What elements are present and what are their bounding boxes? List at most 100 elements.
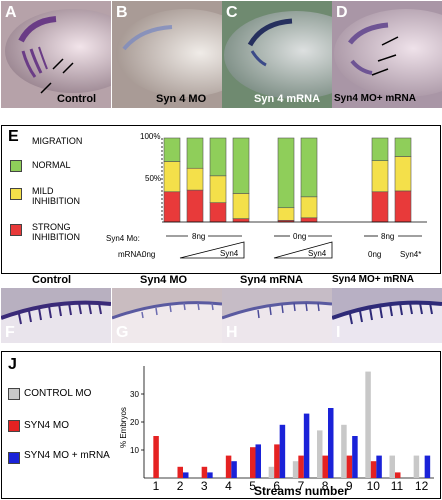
panel-letter-h: H	[226, 324, 238, 341]
panel-letter-b: B	[116, 4, 128, 21]
j-bar-s3-10	[376, 455, 382, 478]
g3-mrna-left: 0ng	[368, 250, 381, 259]
embryo-photo-i	[332, 288, 442, 343]
panel-d: D Syn4 MO+ mRNA	[332, 1, 442, 108]
g1-mrna-triangle	[179, 241, 245, 259]
j-bar-s2-11	[395, 472, 401, 478]
panel-c: C Syn 4 mRNA	[222, 1, 332, 108]
panel-letter-c: C	[226, 4, 238, 21]
panel-letter-d: D	[336, 4, 348, 21]
j-bar-s3-7	[303, 413, 310, 478]
legend-swatch-control-mo	[8, 388, 20, 400]
stacked-bar-chart-e: 100% 50% Syn4 Mo: mRNA: 8ng 0ng Syn4 0ng…	[106, 132, 427, 259]
e-bar-strong-g1-4	[232, 218, 250, 223]
e-bar-normal-g2-1	[277, 137, 295, 209]
panel-letter-e: E	[8, 128, 19, 145]
legend-label-mild: MILD INHIBITION	[32, 186, 81, 206]
panel-letter-g: G	[116, 324, 129, 341]
embryo-photo-h	[222, 288, 332, 343]
panel-letter-f: F	[5, 324, 15, 341]
e-bar-mild-g1-1	[163, 161, 181, 193]
e-bar-strong-g1-1	[163, 191, 181, 223]
j-bar-s1-9	[341, 424, 347, 478]
x-tick-label-7: 7	[298, 479, 305, 493]
x-tick-label-11: 11	[391, 479, 404, 493]
embryo-photo-a	[1, 1, 111, 108]
x-tick-label-12: 12	[415, 479, 429, 493]
x-tick-label-4: 4	[225, 479, 232, 493]
e-bar-normal-g2-2	[300, 137, 318, 198]
j-bar-s2-4	[225, 455, 232, 478]
e-bar-normal-g3-2	[394, 137, 412, 157]
e-bar-mild-g1-4	[232, 193, 250, 219]
e-bar-mild-g3-1	[371, 160, 389, 193]
embryo-photo-f	[1, 288, 111, 343]
y-tick-label-30: 30	[130, 390, 139, 399]
panel-caption-f: Control	[32, 274, 72, 286]
y-axis-label: % Embryos	[119, 407, 128, 448]
e-bar-strong-g3-2	[394, 190, 412, 223]
j-bar-s2-5	[250, 447, 256, 478]
panel-a: A Control	[1, 1, 111, 108]
y-tick-label-10: 10	[130, 446, 139, 455]
panel-caption-d: Syn4 MO+ mRNA	[334, 93, 416, 104]
j-bar-s2-3	[201, 466, 208, 478]
x-tick-label-2: 2	[177, 479, 184, 493]
j-bar-s1-10	[365, 371, 371, 478]
panel-e: E MIGRATION NORMAL MILD INHIBITION STRON…	[1, 125, 441, 274]
e-bar-mild-g1-3	[209, 175, 227, 203]
e-bar-normal-g1-4	[232, 137, 250, 194]
x-tick-label-6: 6	[273, 479, 280, 493]
j-bar-s3-3	[207, 472, 213, 478]
legend-swatch-normal	[10, 160, 22, 172]
j-bar-s1-7	[292, 461, 299, 478]
panel-g: G	[112, 288, 222, 343]
e-bar-mild-g2-2	[300, 196, 318, 219]
legend-swatch-syn4-mo	[8, 420, 20, 432]
panel-h: H	[222, 288, 332, 343]
y-tick-label-20: 20	[130, 418, 139, 427]
e-bar-strong-g3-1	[371, 191, 389, 223]
e-bar-mild-g2-1	[277, 207, 295, 221]
embryo-photo-b	[112, 1, 222, 108]
panel-j: J CONTROL MO SYN4 MO SYN4 MO + mRNA % Em…	[1, 351, 441, 499]
x-tick-label-8: 8	[322, 479, 329, 493]
x-tick-label-1: 1	[153, 479, 160, 493]
panel-letter-i: I	[336, 324, 341, 341]
e-bar-normal-g1-2	[186, 137, 204, 169]
e-bar-normal-g3-1	[371, 137, 389, 161]
panel-letter-j: J	[8, 356, 17, 373]
j-bar-s1-11	[389, 455, 395, 478]
legend-swatch-mild	[10, 188, 22, 200]
g2-mo-label: 0ng	[293, 232, 306, 241]
panel-caption-a: Control	[57, 93, 97, 105]
j-bar-s2-1	[153, 436, 159, 478]
g3-mrna-right: Syn4*	[400, 250, 421, 259]
j-bar-s2-7	[298, 455, 304, 478]
x-tick-label-9: 9	[346, 479, 353, 493]
j-bar-s3-6	[279, 424, 286, 478]
legend-label-strong: STRONG INHIBITION	[32, 222, 81, 242]
g1-mrna-right: Syn4	[220, 249, 239, 258]
j-bar-s2-2	[177, 466, 183, 478]
g3-mo-label: 8ng	[381, 232, 394, 241]
panel-b: B Syn 4 MO	[112, 1, 222, 108]
j-bar-s3-5	[255, 444, 261, 478]
e-bar-normal-g1-1	[163, 137, 181, 162]
embryo-photo-g	[112, 288, 222, 343]
panel-caption-g: Syn4 MO	[140, 274, 188, 286]
x-axis-label: Streams number	[254, 484, 349, 498]
j-bar-s3-9	[352, 436, 358, 478]
g2-mrna-right: Syn4	[308, 249, 327, 258]
legend-label-syn4-mo-mrna: SYN4 MO + mRNA	[24, 450, 110, 461]
e-bar-mild-g3-2	[394, 156, 412, 192]
j-bar-s2-9	[346, 455, 353, 478]
y-tick-100: 100%	[140, 132, 160, 141]
panel-letter-a: A	[5, 4, 17, 21]
j-bar-s1-6	[268, 466, 275, 478]
e-bar-strong-g1-2	[186, 189, 204, 223]
panel-caption-i: Syn4 MO+ mRNA	[332, 274, 414, 285]
legend-label-control-mo: CONTROL MO	[24, 388, 92, 399]
j-bar-s3-8	[328, 408, 334, 478]
legend-swatch-syn4-mo-mrna	[8, 452, 20, 464]
